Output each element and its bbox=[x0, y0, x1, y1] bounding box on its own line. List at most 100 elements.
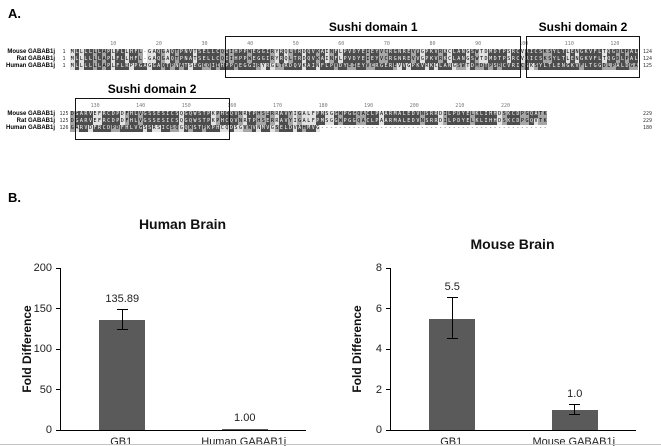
residue: N bbox=[420, 118, 425, 125]
residue: M bbox=[488, 56, 493, 63]
position-ruler: 10 20 30 40 50 60 70 80 90 100 110 120 bbox=[0, 41, 661, 48]
residue: N bbox=[329, 56, 334, 63]
residue: Y bbox=[461, 111, 466, 118]
ruler-number: 150 bbox=[181, 103, 191, 109]
y-tick-mark bbox=[56, 348, 61, 350]
end-position: 229 bbox=[643, 111, 653, 117]
residue: G bbox=[351, 111, 357, 118]
residue: A bbox=[101, 56, 107, 63]
ruler-number: 30 bbox=[201, 41, 208, 47]
residue: L bbox=[110, 56, 116, 63]
residue: F bbox=[115, 56, 121, 63]
residue: - bbox=[384, 125, 388, 131]
residue: P bbox=[501, 56, 507, 63]
residue: C bbox=[201, 63, 207, 70]
end-position: 180 bbox=[643, 125, 653, 131]
residue: G bbox=[70, 125, 75, 132]
residue: S bbox=[142, 125, 148, 132]
residue: P bbox=[170, 63, 175, 70]
residue: - bbox=[443, 125, 447, 131]
residue: A bbox=[361, 118, 366, 125]
residue: G bbox=[160, 56, 166, 63]
residue: E bbox=[465, 118, 471, 125]
residue: G bbox=[247, 63, 252, 70]
residue: P bbox=[624, 49, 630, 56]
residue: P bbox=[201, 125, 207, 132]
residue: K bbox=[442, 49, 448, 56]
sushi-domain-box bbox=[526, 36, 640, 78]
residue: L bbox=[597, 56, 602, 63]
residue: F bbox=[124, 118, 130, 125]
residue: A bbox=[279, 111, 284, 118]
residue: L bbox=[633, 56, 639, 63]
residue: R bbox=[429, 118, 434, 125]
residue: - bbox=[534, 125, 538, 131]
x-axis-labels: GB1 Mouse GABAB1j bbox=[348, 436, 661, 446]
residue: H bbox=[129, 49, 134, 56]
ruler-number: 100 bbox=[519, 41, 529, 47]
residue: R bbox=[297, 56, 302, 63]
residue: I bbox=[324, 56, 330, 63]
sushi-domain-label: Sushi domain 2 bbox=[538, 20, 628, 34]
residue: K bbox=[542, 111, 548, 118]
residue: - bbox=[434, 125, 438, 131]
residue: L bbox=[83, 49, 89, 56]
residue: S bbox=[197, 111, 202, 118]
residue: - bbox=[439, 125, 443, 131]
residue: S bbox=[197, 49, 202, 56]
residue: V bbox=[520, 56, 525, 63]
residue: V bbox=[415, 118, 421, 125]
residue: P bbox=[210, 125, 216, 132]
residue: V bbox=[520, 49, 525, 56]
residue: K bbox=[315, 49, 321, 56]
residue: P bbox=[206, 118, 211, 125]
residue: T bbox=[465, 63, 471, 70]
residue: S bbox=[197, 118, 202, 125]
residue: G bbox=[333, 118, 339, 125]
residue: Q bbox=[283, 56, 289, 63]
residue: V bbox=[379, 49, 384, 56]
residue: P bbox=[624, 56, 630, 63]
residue: Y bbox=[374, 56, 380, 63]
residue: A bbox=[397, 118, 402, 125]
species-label: Human GABAB1j bbox=[5, 125, 55, 131]
residue: L bbox=[79, 49, 84, 56]
residue: W bbox=[474, 49, 480, 56]
residue: M bbox=[488, 49, 493, 56]
residue: H bbox=[233, 56, 239, 63]
residue: A bbox=[320, 56, 325, 63]
residue: I bbox=[365, 56, 371, 63]
residue: - bbox=[361, 125, 365, 131]
residue: S bbox=[156, 125, 161, 132]
residue: A bbox=[361, 111, 366, 118]
residue: - bbox=[348, 125, 352, 131]
residue: V bbox=[283, 111, 289, 118]
position-ruler: 130 140 150 160 170 180 190 200 210 220 bbox=[0, 103, 661, 110]
residue: W bbox=[247, 49, 252, 56]
residue: G bbox=[406, 63, 412, 70]
residue: - bbox=[429, 125, 433, 131]
residue: C bbox=[515, 49, 521, 56]
residue: P bbox=[229, 63, 234, 70]
y-axis-ticks: 0 50 100 150 200 bbox=[18, 262, 56, 436]
residue: G bbox=[524, 118, 530, 125]
residue: A bbox=[101, 49, 107, 56]
residue: - bbox=[530, 125, 534, 131]
residue: S bbox=[147, 118, 152, 125]
residue: K bbox=[506, 111, 512, 118]
residue: V bbox=[310, 56, 316, 63]
residue: G bbox=[579, 56, 584, 63]
residue: I bbox=[292, 111, 298, 118]
residue: I bbox=[365, 49, 371, 56]
residue: I bbox=[529, 49, 534, 56]
residue: N bbox=[315, 63, 321, 70]
residue: P bbox=[106, 63, 111, 70]
residue: R bbox=[424, 63, 430, 70]
residue: R bbox=[388, 118, 393, 125]
residue: - bbox=[320, 125, 324, 131]
ruler-number: 40 bbox=[247, 41, 254, 47]
residue: Q bbox=[229, 118, 234, 125]
bar-value-label: 135.89 bbox=[105, 293, 140, 306]
